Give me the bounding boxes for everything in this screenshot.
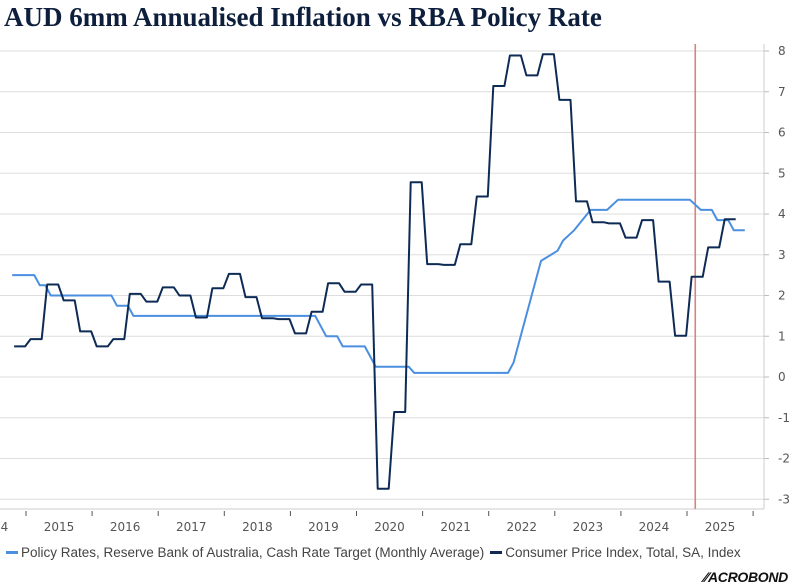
x-tick-label: 2015 xyxy=(44,520,75,534)
y-tick-label: -3 xyxy=(778,492,790,506)
cpi-line xyxy=(14,53,736,490)
x-tick-label: 2017 xyxy=(176,520,207,534)
x-tick-label: 2024 xyxy=(639,520,670,534)
y-tick-label: 3 xyxy=(778,248,786,262)
y-tick-label: 0 xyxy=(778,370,786,384)
legend-label: Policy Rates, Reserve Bank of Australia,… xyxy=(21,545,485,560)
y-tick-label: 6 xyxy=(778,126,786,140)
legend-swatch xyxy=(6,551,18,554)
y-tick-label: -1 xyxy=(778,411,790,425)
x-tick-label: 2022 xyxy=(506,520,537,534)
policy-rate-line xyxy=(12,198,745,374)
x-tick-label: 2018 xyxy=(242,520,273,534)
legend-item-policy-rate: Policy Rates, Reserve Bank of Australia,… xyxy=(6,545,484,560)
x-tick-label: 2023 xyxy=(573,520,604,534)
x-tick-label: 2021 xyxy=(440,520,471,534)
macrobond-logo: ∕∕ACROBOND xyxy=(703,569,788,585)
legend: Policy Rates, Reserve Bank of Australia,… xyxy=(6,545,747,560)
y-tick-label: 7 xyxy=(778,85,786,99)
x-tick-label: 2019 xyxy=(308,520,339,534)
legend-swatch xyxy=(490,551,503,554)
x-tick-label: 2016 xyxy=(110,520,141,534)
x-tick-label: 2014 xyxy=(0,520,8,534)
x-tick-label: 2020 xyxy=(374,520,405,534)
series-lines xyxy=(12,44,745,509)
legend-item-cpi: Consumer Price Index, Total, SA, Index xyxy=(490,545,741,560)
y-tick-label: -2 xyxy=(778,452,790,466)
y-tick-label: 1 xyxy=(778,329,786,343)
axes: 8 7 6 5 4 3 2 1 0 -1 -2 -3 2014 2015 2016 2017 2018 2019 2… xyxy=(0,44,790,534)
gridlines xyxy=(0,50,764,500)
chart-title: AUD 6mm Annualised Inflation vs RBA Poli… xyxy=(4,2,602,32)
y-tick-label: 8 xyxy=(778,44,786,58)
y-tick-label: 5 xyxy=(778,166,786,180)
legend-label: Consumer Price Index, Total, SA, Index xyxy=(505,545,741,560)
y-tick-label: 2 xyxy=(778,289,786,303)
x-tick-label: 2025 xyxy=(705,520,736,534)
y-tick-label: 4 xyxy=(778,207,786,221)
